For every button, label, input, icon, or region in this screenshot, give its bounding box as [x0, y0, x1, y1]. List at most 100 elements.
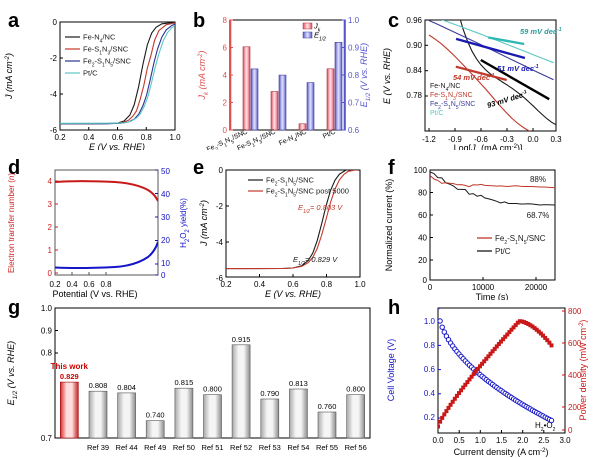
svg-text:Ref 44: Ref 44: [116, 443, 138, 452]
svg-text:1: 1: [48, 246, 53, 255]
svg-text:88%: 88%: [530, 175, 546, 184]
svg-text:1.0: 1.0: [41, 304, 53, 313]
svg-text:0.9: 0.9: [41, 326, 53, 335]
svg-text:0.90: 0.90: [406, 41, 422, 50]
svg-text:1.5: 1.5: [496, 436, 508, 445]
svg-text:8: 8: [223, 16, 228, 25]
svg-text:0.6: 0.6: [287, 280, 299, 289]
svg-text:0.800: 0.800: [203, 385, 222, 394]
svg-text:-1.2: -1.2: [422, 135, 436, 144]
svg-text:E (V vs. RHE): E (V vs. RHE): [89, 142, 145, 150]
svg-text:J (mA cm-2): J (mA cm-2): [199, 200, 209, 247]
svg-text:0.4: 0.4: [83, 133, 95, 142]
svg-text:93 mV dec-1: 93 mV dec-1: [486, 89, 529, 110]
svg-text:0: 0: [48, 269, 53, 278]
svg-text:0.0: 0.0: [527, 135, 539, 144]
svg-text:0.8: 0.8: [321, 280, 333, 289]
svg-text:E1/2 (V vs. RHE): E1/2 (V vs. RHE): [359, 43, 372, 107]
svg-text:0.9: 0.9: [348, 44, 360, 53]
svg-text:Fe-N4/NC: Fe-N4/NC: [83, 33, 116, 45]
svg-text:Ref 39: Ref 39: [87, 443, 109, 452]
svg-text:0.915: 0.915: [232, 335, 251, 344]
svg-text:Ref 50: Ref 50: [173, 443, 195, 452]
svg-text:Ref 55: Ref 55: [316, 443, 338, 452]
svg-text:0: 0: [53, 18, 58, 27]
svg-text:10: 10: [161, 259, 170, 268]
svg-text:0.804: 0.804: [117, 383, 136, 392]
svg-text:4: 4: [223, 71, 228, 80]
svg-text:0.96: 0.96: [406, 16, 422, 25]
svg-text:0.3: 0.3: [550, 135, 562, 144]
svg-text:0.815: 0.815: [175, 378, 194, 387]
svg-text:0.78: 0.78: [406, 91, 422, 100]
svg-text:Cell Voltage (V): Cell Voltage (V): [386, 339, 396, 402]
svg-text:1.0: 1.0: [348, 16, 360, 25]
svg-text:2.0: 2.0: [517, 436, 529, 445]
svg-text:Fe2-S1N5/SNC post 5000: Fe2-S1N5/SNC post 5000: [266, 187, 349, 199]
svg-text:Ref 52: Ref 52: [230, 443, 252, 452]
svg-text:-2: -2: [216, 202, 224, 211]
svg-text:Ref 49: Ref 49: [144, 443, 166, 452]
svg-text:Ref 56: Ref 56: [345, 443, 367, 452]
svg-text:30: 30: [161, 213, 170, 222]
svg-text:0.800: 0.800: [346, 385, 365, 394]
svg-text:2.5: 2.5: [538, 436, 550, 445]
svg-text:E (V vs. RHE): E (V vs. RHE): [382, 48, 392, 104]
svg-text:Ref 51: Ref 51: [201, 443, 223, 452]
svg-text:This work: This work: [51, 362, 89, 371]
svg-text:0.0: 0.0: [432, 436, 444, 445]
svg-text:Electron transfer number (n): Electron transfer number (n): [7, 173, 16, 273]
svg-text:E1/2= 0.803 V: E1/2= 0.803 V: [298, 203, 343, 215]
svg-text:0.808: 0.808: [89, 381, 108, 390]
svg-text:0.84: 0.84: [406, 66, 422, 75]
svg-text:40: 40: [161, 190, 170, 199]
svg-text:59 mV dec-1: 59 mV dec-1: [520, 27, 562, 36]
svg-text:0.2: 0.2: [49, 280, 61, 289]
svg-text:0.760: 0.760: [318, 402, 337, 411]
svg-text:0.7: 0.7: [348, 99, 360, 108]
svg-text:0.829: 0.829: [60, 372, 79, 381]
svg-text:Current density (A cm-2): Current density (A cm-2): [454, 447, 549, 457]
svg-text:Ref 54: Ref 54: [287, 443, 309, 452]
svg-text:0: 0: [223, 126, 228, 135]
svg-text:3: 3: [48, 200, 53, 209]
svg-text:1.0: 1.0: [424, 317, 436, 326]
svg-text:1.0: 1.0: [169, 133, 181, 142]
svg-text:0: 0: [219, 166, 224, 175]
svg-text:0.6: 0.6: [424, 365, 436, 374]
svg-text:Pt/C: Pt/C: [495, 247, 511, 256]
svg-text:0.4: 0.4: [424, 389, 436, 398]
svg-text:Log[Jk (mA cm-2)]: Log[Jk (mA cm-2)]: [454, 143, 523, 150]
svg-text:51 mV dec-1: 51 mV dec-1: [497, 64, 539, 73]
svg-text:Fe2-S1N5/SNC: Fe2-S1N5/SNC: [495, 234, 546, 246]
svg-text:0.6: 0.6: [83, 280, 95, 289]
svg-text:54 mV dec-1: 54 mV dec-1: [453, 73, 495, 82]
svg-text:Pt/C: Pt/C: [430, 110, 444, 117]
svg-text:Fe-S1N3/SNC: Fe-S1N3/SNC: [83, 45, 129, 57]
svg-text:E1/2 (V vs. RHE): E1/2 (V vs. RHE): [6, 341, 19, 405]
svg-text:J (mA cm-2): J (mA cm-2): [4, 53, 14, 100]
svg-text:Jk (mA cm-2): Jk (mA cm-2): [197, 50, 210, 100]
svg-text:Power density (mW cm-2): Power density (mW cm-2): [578, 320, 588, 421]
svg-text:0.2: 0.2: [220, 280, 232, 289]
svg-text:80: 80: [418, 189, 427, 198]
svg-text:0.6: 0.6: [112, 133, 124, 142]
svg-text:0.790: 0.790: [260, 389, 279, 398]
svg-text:-4: -4: [50, 90, 58, 99]
svg-text:100: 100: [414, 166, 428, 175]
svg-text:0.8: 0.8: [100, 280, 112, 289]
svg-text:60: 60: [418, 211, 427, 220]
svg-text:0.6: 0.6: [348, 126, 360, 135]
svg-text:6: 6: [223, 44, 228, 53]
svg-text:2: 2: [48, 223, 53, 232]
svg-text:-2: -2: [50, 54, 58, 63]
svg-text:-6: -6: [50, 126, 58, 135]
svg-text:E1/2= 0.829 V: E1/2= 0.829 V: [293, 255, 338, 267]
svg-text:0.8: 0.8: [348, 71, 360, 80]
svg-text:20: 20: [418, 256, 427, 265]
svg-text:68.7%: 68.7%: [527, 211, 550, 220]
svg-text:0.4: 0.4: [66, 280, 78, 289]
svg-text:0.8: 0.8: [41, 349, 53, 358]
svg-text:Normalized current (%): Normalized current (%): [384, 179, 394, 272]
svg-text:50: 50: [161, 167, 170, 176]
